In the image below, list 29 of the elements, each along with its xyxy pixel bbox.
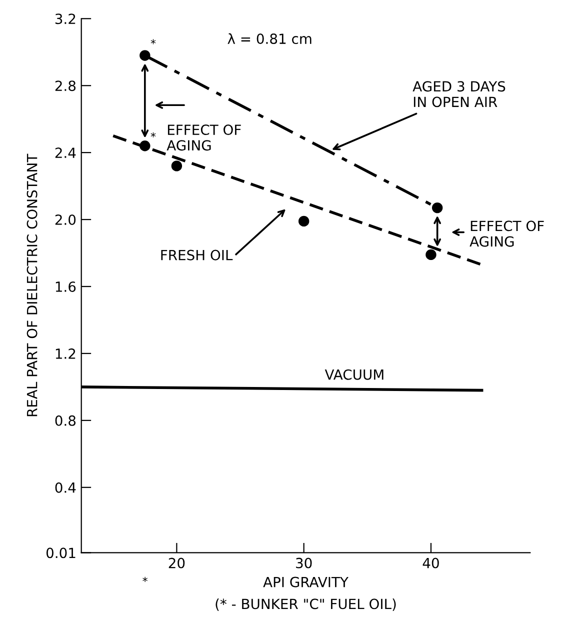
point: [298, 216, 310, 227]
y-tick-label: 3.2: [55, 14, 76, 24]
point: [432, 202, 443, 214]
annotation: VACUUM: [324, 369, 384, 380]
annotation: EFFECT OF AGING: [166, 124, 241, 151]
annotation: FRESH OIL: [161, 250, 233, 260]
point: [140, 140, 150, 152]
y-tick-label: 0.8: [55, 415, 76, 426]
y-tick-label: 2.0: [55, 214, 76, 226]
x-tick-label: 20: [168, 558, 185, 568]
y-tick-label: 1.2: [56, 348, 76, 359]
y-tick-label: 0.01: [46, 548, 76, 558]
annotation: *: [150, 39, 156, 44]
y-tick-label: 0.4: [55, 482, 76, 493]
y-axis-title: REAL PART OF DIELECTRIC CONSTANT: [26, 154, 38, 416]
annotation: EFFECT OF AGING: [470, 220, 544, 247]
point: [140, 50, 150, 61]
annotation: *: [150, 132, 156, 138]
point: [426, 249, 436, 260]
text: *: [142, 576, 148, 582]
y-tick-label: 2.4: [55, 148, 76, 158]
y-tick-label: 1.6: [56, 281, 76, 292]
y-tick-label: 2.8: [55, 80, 76, 92]
annotation: λ = 0.81 cm: [228, 33, 312, 44]
x-tick-label: 40: [422, 558, 439, 568]
annotation: AGED 3 DAYS IN OPEN AIR: [412, 81, 506, 108]
x-tick-label: 30: [296, 558, 312, 568]
point: [171, 160, 182, 172]
x-axis-title: API GRAVITY (* - BUNKER "C" FUEL OIL): [216, 576, 396, 611]
